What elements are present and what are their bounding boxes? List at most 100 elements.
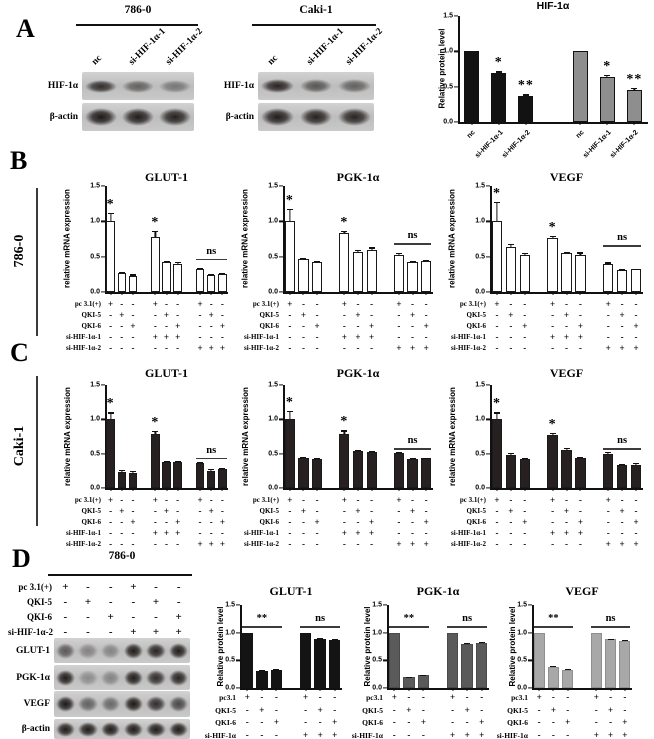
- condition-label: si-HIF-1α-1: [243, 333, 279, 341]
- condition-sign: +: [479, 717, 485, 727]
- condition-label: QKI-6: [81, 518, 101, 526]
- condition-sign: +: [369, 321, 375, 331]
- condition-sign: -: [120, 539, 124, 549]
- bar: [117, 471, 126, 488]
- significance-line: [195, 457, 227, 460]
- x-tick: [154, 488, 156, 491]
- y-axis: [283, 186, 285, 292]
- condition-sign: -: [578, 506, 582, 516]
- error-bar: [496, 201, 498, 222]
- condition-sign: +: [152, 528, 158, 538]
- y-tick: [279, 418, 283, 420]
- error-bar: [579, 252, 581, 256]
- condition-label: si-HIF-1α: [351, 730, 383, 739]
- error-bar-cap: [605, 262, 612, 264]
- panel-b-letter: B: [10, 146, 28, 175]
- error-bar-cap: [341, 430, 348, 432]
- bar: [519, 255, 530, 292]
- bar: [630, 269, 642, 292]
- error-bar-cap: [395, 253, 402, 255]
- protein-band: [78, 696, 98, 712]
- cell-line-header: 786-0: [124, 4, 152, 16]
- lane-label: si-HIF-1α-1: [305, 26, 346, 68]
- chart-title: GLUT-1: [145, 170, 188, 184]
- condition-label: QKI-6: [26, 612, 52, 622]
- condition-sign: -: [301, 528, 305, 538]
- condition-sign: -: [509, 539, 513, 549]
- protein-band: [146, 721, 166, 737]
- bar: [575, 458, 586, 488]
- bar: [241, 632, 253, 688]
- bar: [491, 72, 507, 122]
- condition-sign: -: [109, 506, 113, 516]
- condition-sign: +: [287, 299, 293, 309]
- significance-star: *: [340, 215, 349, 231]
- bar: [518, 95, 534, 122]
- cell-line-header: Caki-1: [299, 4, 333, 16]
- bar: [128, 275, 138, 292]
- blot-strip: [258, 103, 374, 131]
- condition-sign: -: [86, 611, 90, 623]
- bar: [195, 269, 205, 292]
- panel-c-chart-vegf: VEGF relative mRNA expression 0.0 0.5 1.0 1.5…: [438, 360, 648, 549]
- protein-band: [84, 108, 117, 126]
- condition-sign: +: [449, 692, 456, 702]
- condition-sign: -: [220, 495, 224, 505]
- condition-sign: -: [342, 310, 346, 320]
- x-tick: [305, 688, 307, 691]
- error-bar-cap: [174, 261, 181, 263]
- protein-band: [78, 721, 98, 737]
- bar: [599, 76, 615, 122]
- side-label-caki-1: Caki-1: [12, 425, 27, 467]
- condition-sign: -: [370, 343, 374, 353]
- y-tick: [454, 86, 458, 88]
- lane-label: nc: [266, 53, 281, 68]
- bar: [311, 262, 323, 292]
- condition-sign: -: [565, 495, 568, 505]
- condition-sign: -: [578, 495, 582, 505]
- significance-star: *: [106, 196, 115, 212]
- error-bar: [496, 412, 498, 420]
- condition-sign: -: [606, 517, 610, 527]
- condition-sign: +: [593, 729, 599, 739]
- x-tick: [425, 292, 427, 295]
- error-bar-cap: [355, 449, 361, 451]
- condition-sign: +: [508, 310, 514, 320]
- x-tick: [177, 488, 179, 491]
- significance-label: ns: [605, 613, 616, 625]
- condition-sign: -: [220, 506, 224, 516]
- protein-band: [260, 108, 294, 126]
- condition-sign: -: [220, 310, 224, 320]
- condition-sign: +: [633, 321, 639, 331]
- condition-sign: +: [314, 517, 320, 527]
- condition-sign: +: [163, 332, 170, 342]
- error-bar-cap: [219, 272, 226, 275]
- error-bar-cap: [197, 267, 204, 270]
- bar: [128, 472, 138, 488]
- panel-b-chart-pgk1a: PGK-1α relative mRNA expression 0.0 0.5 1.0 1…: [231, 168, 436, 353]
- y-axis-label: Relative protein level: [507, 605, 517, 687]
- y-tick: [279, 256, 283, 258]
- y-tick: [383, 604, 387, 606]
- significance-line: [195, 258, 227, 261]
- condition-sign: -: [356, 495, 360, 505]
- bar: [151, 236, 160, 292]
- condition-sign: -: [407, 717, 411, 727]
- condition-sign: -: [315, 539, 319, 549]
- y-axis-label: Relative protein level: [215, 605, 225, 687]
- bar: [162, 262, 171, 292]
- protein-label: VEGF: [23, 699, 50, 709]
- protein-band: [169, 669, 189, 686]
- y-tick-label: 0.5: [225, 656, 235, 664]
- condition-sign: -: [165, 343, 168, 353]
- condition-sign: +: [152, 626, 160, 638]
- x-tick: [398, 292, 400, 295]
- significance-line: [603, 245, 642, 247]
- condition-sign: +: [332, 729, 338, 739]
- protein-band: [146, 642, 166, 659]
- condition-sign: +: [107, 611, 114, 623]
- protein-band: [123, 696, 143, 712]
- bar: [207, 470, 216, 488]
- y-axis: [387, 605, 389, 688]
- condition-sign: -: [523, 495, 527, 505]
